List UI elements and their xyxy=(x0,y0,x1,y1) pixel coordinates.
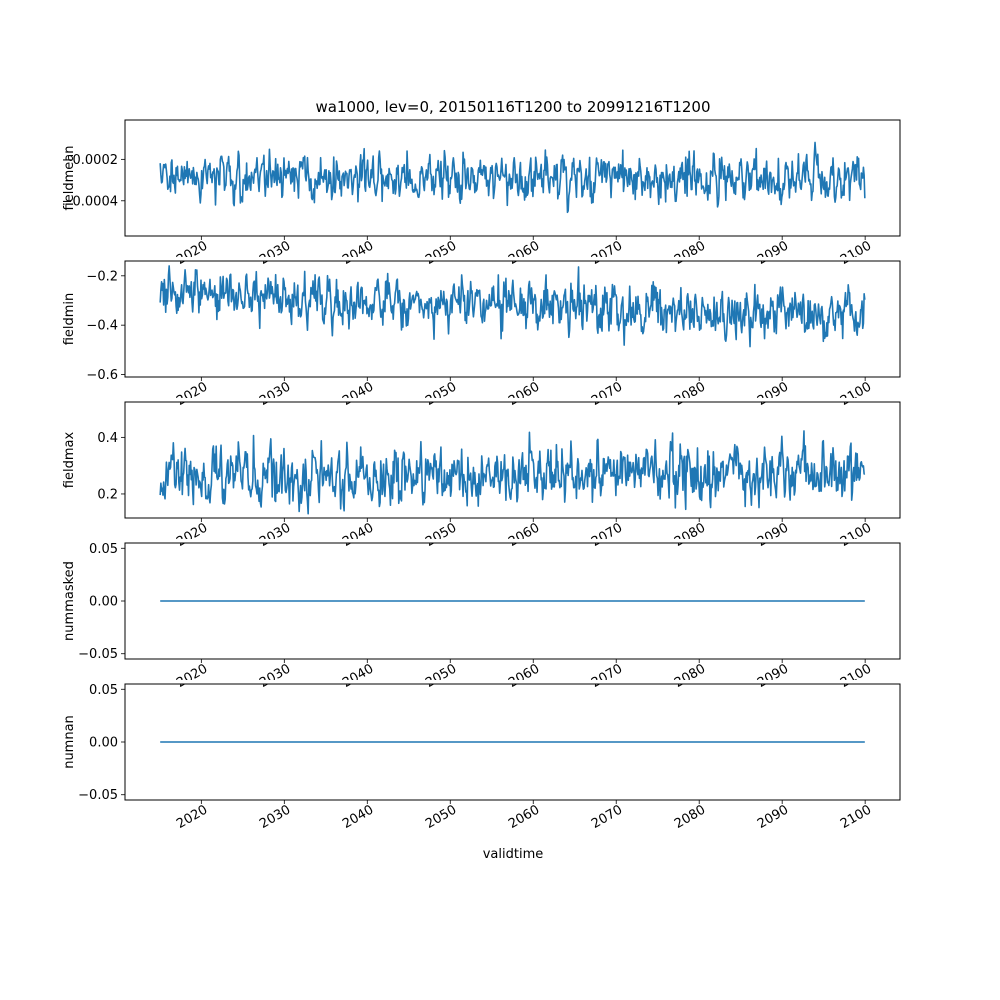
x-tick-label-fieldmean: 2020 xyxy=(174,238,210,268)
x-tick-label-nummasked: 2020 xyxy=(174,661,210,691)
y-tick-label-fieldmean: −0.0002 xyxy=(62,153,118,168)
x-tick-label-fieldmin: 2050 xyxy=(423,379,459,409)
x-tick-label-fieldmax: 2070 xyxy=(589,520,625,550)
x-tick-label-fieldmax: 2040 xyxy=(340,520,376,550)
y-axis-label-fieldmax: fieldmax xyxy=(62,432,77,489)
axes-frame-overlay xyxy=(124,683,901,801)
x-tick-label-fieldmean: 2030 xyxy=(257,238,293,268)
y-tick-label-nummasked: 0.05 xyxy=(89,542,118,557)
y-tick-label-fieldmin: −0.4 xyxy=(86,319,118,334)
y-tick-label-fieldmin: −0.6 xyxy=(86,368,118,383)
chart-title: wa1000, lev=0, 20150116T1200 to 20991216… xyxy=(315,98,710,116)
x-tick-label-fieldmin: 2020 xyxy=(174,379,210,409)
x-tick-label-numnan: 2020 xyxy=(174,802,210,832)
x-tick-label-fieldmax: 2020 xyxy=(174,520,210,550)
x-tick-label-nummasked: 2070 xyxy=(589,661,625,691)
subplot-nummasked: −0.05 0.00 0.05 2020 2030 2040 2050 2060 2070 208… xyxy=(62,542,901,691)
x-tick-label-nummasked: 2060 xyxy=(506,661,542,691)
x-tick-label-fieldmax: 2030 xyxy=(257,520,293,550)
tick-label-mask xyxy=(85,398,920,402)
y-tick-label-fieldmin: −0.2 xyxy=(86,269,118,284)
x-tick-label-fieldmax: 2050 xyxy=(423,520,459,550)
x-tick-label-fieldmean: 2080 xyxy=(672,238,708,268)
x-tick-label-numnan: 2060 xyxy=(506,802,542,832)
y-tick-label-numnan: 0.00 xyxy=(89,736,118,751)
x-tick-label-numnan: 2070 xyxy=(589,802,625,832)
y-axis-label-numnan: numnan xyxy=(62,715,77,769)
subplot-stack: −0.0004 −0.0002 2020 2030 2040 2050 2060 2070 20… xyxy=(62,119,920,832)
y-tick-label-nummasked: 0.00 xyxy=(89,595,118,610)
y-tick-label-fieldmax: 0.2 xyxy=(97,487,118,502)
series-line-fieldmean xyxy=(159,141,866,214)
tick-label-mask xyxy=(85,257,920,261)
x-tick-label-fieldmean: 2040 xyxy=(340,238,376,268)
x-tick-label-fieldmean: 2050 xyxy=(423,238,459,268)
axes-frame-overlay xyxy=(124,260,901,378)
y-axis-label-fieldmean: fieldmean xyxy=(62,146,77,211)
y-axis-label-fieldmin: fieldmin xyxy=(62,293,77,346)
x-tick-label-fieldmean: 2070 xyxy=(589,238,625,268)
x-tick-label-fieldmax: 2100 xyxy=(838,520,874,550)
series-line-fieldmin xyxy=(159,265,866,348)
tick-label-mask xyxy=(85,680,920,684)
series-line-fieldmax xyxy=(159,430,866,515)
x-tick-label-numnan: 2100 xyxy=(838,802,874,832)
x-tick-label-fieldmean: 2090 xyxy=(755,238,791,268)
y-axis-label-nummasked: nummasked xyxy=(62,561,77,641)
x-tick-label-numnan: 2080 xyxy=(672,802,708,832)
y-tick-label-fieldmean: −0.0004 xyxy=(62,194,118,209)
y-tick-label-numnan: 0.05 xyxy=(89,683,118,698)
x-tick-label-nummasked: 2050 xyxy=(423,661,459,691)
x-tick-label-fieldmin: 2040 xyxy=(340,379,376,409)
x-tick-label-fieldmean: 2060 xyxy=(506,238,542,268)
axes-frame-overlay xyxy=(124,542,901,660)
subplot-fieldmin: −0.6 −0.4 −0.2 2020 2030 2040 2050 2060 2070 2080… xyxy=(62,260,901,409)
x-tick-label-numnan: 2030 xyxy=(257,802,293,832)
x-tick-label-nummasked: 2040 xyxy=(340,661,376,691)
x-tick-label-nummasked: 2030 xyxy=(257,661,293,691)
axes-frame-overlay xyxy=(124,401,901,519)
subplot-fieldmax: 0.2 0.4 2020 2030 2040 2050 2060 2070 2080 2090 21… xyxy=(62,401,901,550)
x-tick-label-nummasked: 2090 xyxy=(755,661,791,691)
x-tick-label-fieldmin: 2090 xyxy=(755,379,791,409)
y-tick-label-nummasked: −0.05 xyxy=(78,647,118,662)
x-tick-label-fieldmax: 2060 xyxy=(506,520,542,550)
x-tick-label-nummasked: 2100 xyxy=(838,661,874,691)
x-tick-label-fieldmin: 2080 xyxy=(672,379,708,409)
x-tick-label-nummasked: 2080 xyxy=(672,661,708,691)
x-tick-label-fieldmin: 2100 xyxy=(838,379,874,409)
axes-frame-fieldmin xyxy=(124,260,901,378)
x-axis-label: validtime xyxy=(483,847,544,862)
tick-label-mask xyxy=(85,539,920,543)
x-tick-label-numnan: 2090 xyxy=(755,802,791,832)
x-tick-label-fieldmax: 2080 xyxy=(672,520,708,550)
subplot-fieldmean: −0.0004 −0.0002 2020 2030 2040 2050 2060 2070 20… xyxy=(62,119,901,268)
x-tick-label-fieldmean: 2100 xyxy=(838,238,874,268)
x-tick-label-fieldmin: 2070 xyxy=(589,379,625,409)
y-tick-label-fieldmax: 0.4 xyxy=(97,431,118,446)
x-tick-label-numnan: 2050 xyxy=(423,802,459,832)
subplot-numnan: −0.05 0.00 0.05 2020 2030 2040 2050 2060 2070 208… xyxy=(62,683,901,832)
axes-frame-fieldmean xyxy=(124,119,901,237)
x-tick-label-fieldmax: 2090 xyxy=(755,520,791,550)
x-tick-label-fieldmin: 2060 xyxy=(506,379,542,409)
x-tick-label-fieldmin: 2030 xyxy=(257,379,293,409)
y-tick-label-numnan: −0.05 xyxy=(78,788,118,803)
x-tick-label-numnan: 2040 xyxy=(340,802,376,832)
